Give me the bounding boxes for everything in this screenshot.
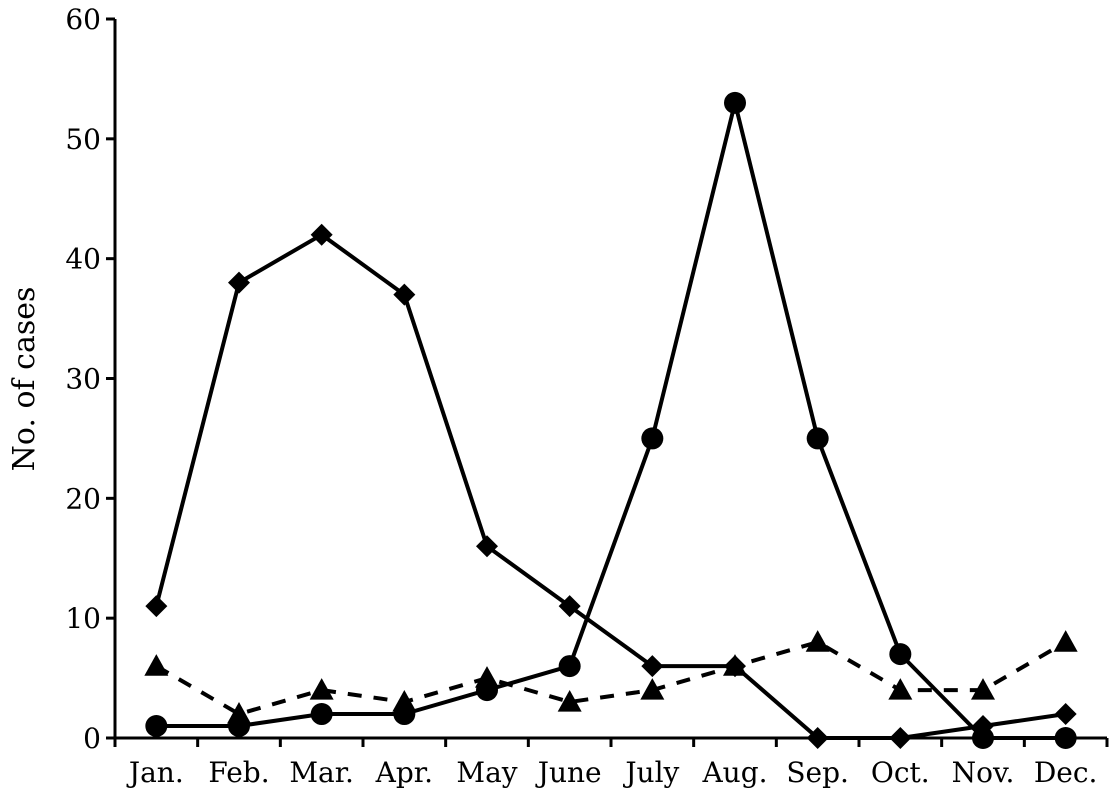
series-line-circle bbox=[156, 100, 1066, 740]
data-point-circle bbox=[972, 727, 994, 749]
data-point-diamond bbox=[558, 595, 581, 618]
y-axis-title: No. of cases bbox=[7, 287, 42, 472]
data-point-diamond bbox=[724, 655, 746, 678]
data-point-triangle bbox=[640, 678, 665, 700]
x-tick-label: Jan. bbox=[126, 756, 184, 789]
data-point-triangle bbox=[309, 678, 334, 700]
data-point-circle bbox=[889, 643, 912, 666]
data-point-diamond bbox=[1054, 703, 1077, 726]
x-axis: Jan. Feb. Mar. Apr. May June July Aug. Sep. Oct. N… bbox=[113, 736, 1109, 789]
y-tick-label: 40 bbox=[65, 243, 101, 276]
data-point-diamond bbox=[393, 283, 416, 306]
data-point-circle bbox=[310, 703, 333, 726]
data-point-diamond bbox=[641, 655, 664, 678]
series-circle bbox=[145, 91, 1077, 749]
data-point-circle bbox=[476, 679, 498, 702]
data-point-triangle bbox=[144, 654, 169, 676]
data-point-triangle bbox=[557, 690, 582, 712]
series-diamond bbox=[145, 223, 1077, 749]
y-tick-label: 30 bbox=[65, 363, 101, 396]
data-point-circle bbox=[1054, 727, 1077, 749]
data-point-diamond bbox=[145, 595, 168, 618]
y-tick-label: 50 bbox=[65, 123, 101, 156]
y-tick-label: 60 bbox=[65, 3, 101, 36]
x-tick-label: May bbox=[456, 756, 517, 789]
data-point-diamond bbox=[228, 271, 250, 294]
x-tick-label: Oct. bbox=[871, 756, 930, 789]
x-tick-label: July bbox=[622, 756, 679, 789]
x-tick-label: Feb. bbox=[208, 756, 269, 789]
data-point-circle bbox=[393, 703, 416, 726]
data-point-circle bbox=[806, 427, 829, 450]
data-point-circle bbox=[558, 655, 581, 678]
data-point-diamond bbox=[806, 727, 829, 749]
data-point-triangle bbox=[1053, 630, 1078, 652]
x-tick-label: Aug. bbox=[701, 756, 767, 789]
x-tick-label: June bbox=[535, 756, 602, 789]
y-axis: 0 10 20 30 40 50 60 bbox=[65, 3, 117, 755]
x-tick-label: Dec. bbox=[1034, 756, 1098, 789]
x-tick-label: Mar. bbox=[289, 756, 354, 789]
data-point-diamond bbox=[889, 727, 912, 749]
data-point-triangle bbox=[971, 678, 995, 700]
y-tick-label: 10 bbox=[65, 602, 101, 635]
data-point-diamond bbox=[310, 223, 333, 246]
data-point-diamond bbox=[476, 535, 498, 558]
y-tick-label: 0 bbox=[83, 722, 101, 755]
data-point-circle bbox=[228, 715, 250, 738]
data-point-circle bbox=[724, 91, 746, 114]
series-line-triangle bbox=[155, 640, 1067, 716]
x-tick-label: Apr. bbox=[375, 756, 433, 789]
data-point-triangle bbox=[888, 678, 913, 700]
x-tick-label: Nov. bbox=[952, 756, 1015, 789]
series-layer bbox=[144, 91, 1078, 749]
data-point-triangle bbox=[805, 630, 830, 652]
series-line-diamond bbox=[154, 232, 1066, 740]
series-triangle bbox=[144, 630, 1078, 724]
data-point-circle bbox=[641, 427, 664, 450]
data-point-circle bbox=[145, 715, 168, 738]
y-tick-label: 20 bbox=[65, 482, 101, 515]
x-tick-label: Sep. bbox=[786, 756, 849, 789]
